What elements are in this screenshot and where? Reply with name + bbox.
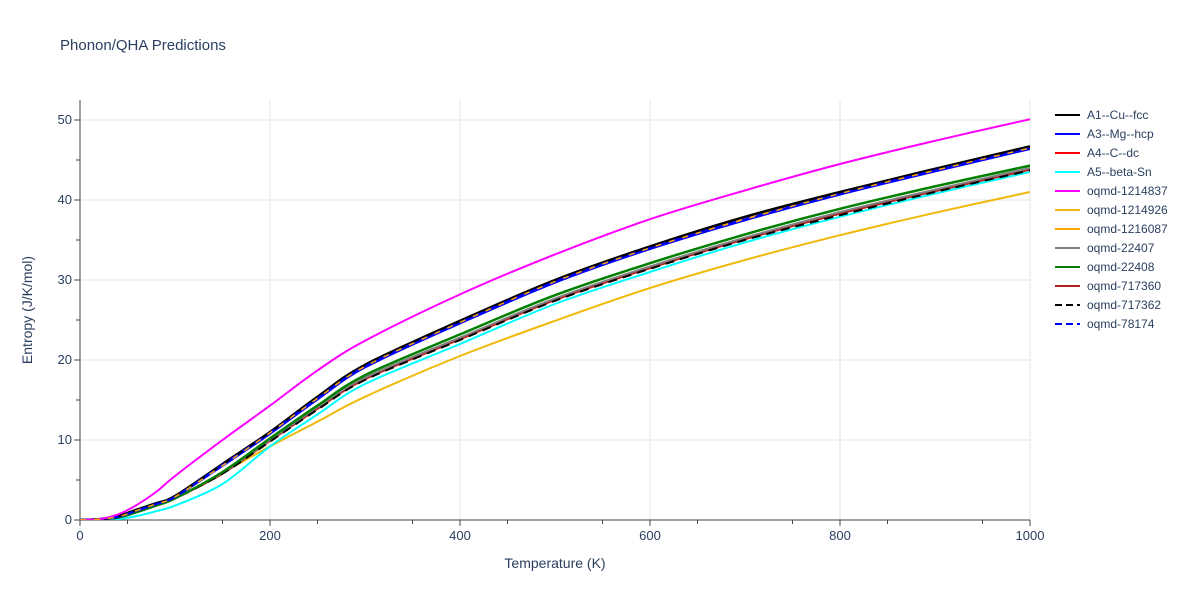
legend-item-a1-cu-fcc[interactable]: A1--Cu--fcc: [1055, 108, 1148, 122]
legend-label: oqmd-78174: [1087, 317, 1155, 331]
x-tick-label: 200: [259, 528, 281, 543]
y-tick-label: 10: [58, 432, 72, 447]
series-lines: [80, 118, 1030, 520]
y-tick-label: 30: [58, 272, 72, 287]
series-line-a1-cu-fcc: [80, 145, 1030, 520]
y-axis-title: Entropy (J/K/mol): [19, 256, 35, 364]
legend-item-oqmd-1216087[interactable]: oqmd-1216087: [1055, 222, 1168, 236]
legend-item-oqmd-22408[interactable]: oqmd-22408: [1055, 260, 1155, 274]
x-axis-title: Temperature (K): [504, 555, 605, 571]
legend-item-oqmd-717362[interactable]: oqmd-717362: [1055, 298, 1161, 312]
legend-item-a3-mg-hcp[interactable]: A3--Mg--hcp: [1055, 127, 1154, 141]
legend-label: oqmd-1216087: [1087, 222, 1168, 236]
series-line-oqmd-1216087-overlay: [80, 147, 1030, 520]
y-tick-label: 50: [58, 112, 72, 127]
series-line-a5-beta-sn: [80, 171, 1030, 520]
legend-item-a5-beta-sn[interactable]: A5--beta-Sn: [1055, 165, 1152, 179]
legend-label: A3--Mg--hcp: [1087, 127, 1154, 141]
legend-label: oqmd-1214837: [1087, 184, 1168, 198]
legend-label: oqmd-717362: [1087, 298, 1161, 312]
legend-label: A5--beta-Sn: [1087, 165, 1152, 179]
legend-item-a4-c-dc[interactable]: A4--C--dc: [1055, 146, 1139, 160]
series-line-oqmd-1214837: [80, 118, 1030, 520]
legend-label: oqmd-22407: [1087, 241, 1155, 255]
legend-label: A1--Cu--fcc: [1087, 108, 1148, 122]
legend-label: oqmd-1214926: [1087, 203, 1168, 217]
axes: 0 200 400 600 800 1000 0 10 20 30 40 50: [58, 100, 1045, 543]
chart-title: Phonon/QHA Predictions: [60, 37, 226, 54]
x-tick-label: 0: [76, 528, 83, 543]
y-tick-label: 20: [58, 352, 72, 367]
legend-item-oqmd-22407[interactable]: oqmd-22407: [1055, 241, 1155, 255]
legend-label: A4--C--dc: [1087, 146, 1139, 160]
y-tick-label: 0: [65, 512, 72, 527]
x-tick-label: 800: [829, 528, 851, 543]
x-tick-label: 600: [639, 528, 661, 543]
legend-item-oqmd-1214926[interactable]: oqmd-1214926: [1055, 203, 1168, 217]
legend[interactable]: A1--Cu--fcc A3--Mg--hcp A4--C--dc A5--beta-…: [1055, 108, 1168, 331]
legend-item-oqmd-1214837[interactable]: oqmd-1214837: [1055, 184, 1168, 198]
legend-item-oqmd-78174[interactable]: oqmd-78174: [1055, 317, 1155, 331]
legend-label: oqmd-22408: [1087, 260, 1155, 274]
x-tick-label: 400: [449, 528, 471, 543]
legend-label: oqmd-717360: [1087, 279, 1161, 293]
legend-item-oqmd-717360[interactable]: oqmd-717360: [1055, 279, 1161, 293]
x-tick-label: 1000: [1016, 528, 1045, 543]
y-tick-label: 40: [58, 192, 72, 207]
series-line-oqmd-22408: [80, 164, 1030, 520]
series-line-oqmd-717362: [80, 169, 1030, 520]
